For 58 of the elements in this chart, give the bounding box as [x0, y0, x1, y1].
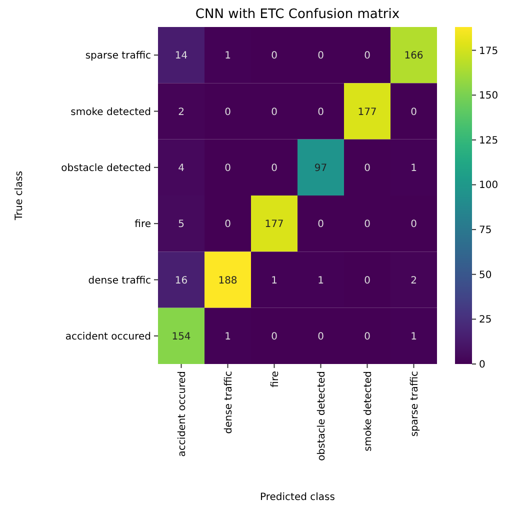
data-label: 0: [410, 219, 417, 230]
x-axis-title: Predicted class: [260, 492, 335, 503]
data-label: 1: [224, 50, 231, 62]
y-tick-label: fire: [134, 219, 151, 230]
data-label: 154: [172, 331, 191, 342]
chart-title: CNN with ETC Confusion matrix: [195, 7, 400, 22]
data-label: 0: [364, 50, 370, 62]
data-label: 0: [318, 106, 324, 118]
data-label: 0: [318, 331, 324, 342]
data-label: 0: [224, 162, 231, 174]
data-label: 0: [364, 162, 370, 174]
x-tick-label: fire: [270, 371, 281, 388]
data-label: 0: [224, 219, 231, 230]
data-label: 0: [271, 331, 278, 342]
data-label: 1: [410, 331, 417, 342]
data-label: 1: [318, 275, 324, 286]
data-label: 1: [224, 331, 231, 342]
color-bar-label: 100: [479, 180, 498, 192]
data-label: 0: [318, 50, 324, 62]
data-label: 0: [364, 219, 370, 230]
x-tick-label: smoke detected: [362, 371, 374, 452]
data-label: 97: [314, 162, 328, 174]
y-tick-label: sparse traffic: [85, 50, 151, 62]
data-label: 2: [178, 106, 184, 118]
data-label: 0: [224, 106, 231, 118]
data-label: 16: [174, 275, 188, 286]
data-label: 14: [174, 50, 188, 62]
data-label: 177: [358, 106, 377, 118]
y-tick-label: dense traffic: [88, 275, 151, 286]
data-label: 0: [271, 50, 278, 62]
data-label: 0: [318, 219, 324, 230]
data-label: 177: [264, 219, 284, 230]
y-tick-label: accident occured: [65, 331, 151, 342]
x-tick-label: sparse traffic: [409, 371, 420, 437]
data-label: 5: [178, 219, 184, 230]
data-label: 2: [410, 275, 417, 286]
data-label: 1: [410, 162, 417, 174]
color-bar-label: 25: [479, 314, 492, 326]
color-bar-label: 50: [479, 270, 492, 281]
y-tick-label: obstacle detected: [61, 162, 151, 174]
x-tick-label: obstacle detected: [316, 371, 328, 461]
data-label: 0: [271, 162, 278, 174]
color-bar-label: 75: [479, 225, 492, 236]
y-tick-label: smoke detected: [70, 106, 151, 118]
color-bar-label: 125: [479, 135, 498, 146]
data-label: 4: [178, 162, 184, 174]
color-bar-label: 0: [479, 360, 486, 370]
data-label: 188: [218, 275, 238, 286]
color-bar-label: 175: [479, 46, 498, 57]
y-axis-title: True class: [14, 170, 25, 222]
data-label: 0: [364, 275, 370, 286]
data-label: 166: [404, 50, 424, 62]
data-label: 1: [271, 275, 278, 286]
data-label: 0: [410, 106, 417, 118]
x-tick-label: dense traffic: [223, 371, 234, 434]
color-bar-label: 150: [479, 90, 498, 102]
data-label: 0: [271, 106, 278, 118]
data-label: 0: [364, 331, 370, 342]
